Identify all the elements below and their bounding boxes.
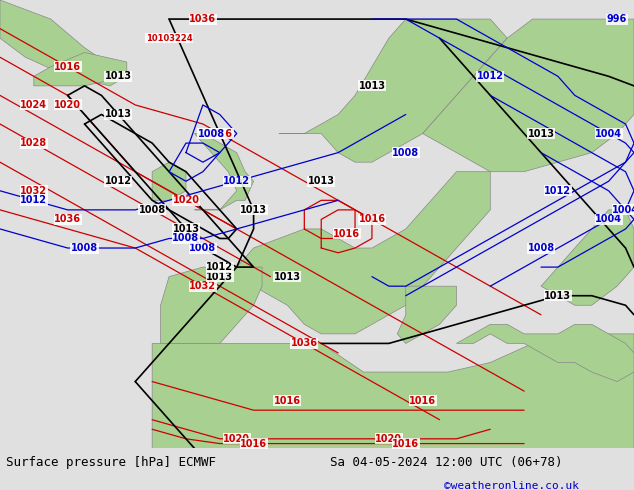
Text: 1004: 1004 bbox=[595, 215, 622, 224]
Text: 1016: 1016 bbox=[240, 439, 267, 448]
Text: 1004: 1004 bbox=[612, 205, 634, 215]
Text: 1016: 1016 bbox=[274, 395, 301, 406]
Text: Sa 04-05-2024 12:00 UTC (06+78): Sa 04-05-2024 12:00 UTC (06+78) bbox=[330, 456, 562, 469]
Text: 1008: 1008 bbox=[172, 233, 200, 244]
Text: 1013: 1013 bbox=[172, 224, 200, 234]
Text: 1016: 1016 bbox=[206, 128, 233, 139]
Text: 1012: 1012 bbox=[545, 186, 571, 196]
Polygon shape bbox=[152, 334, 634, 448]
Text: 1012: 1012 bbox=[105, 176, 132, 186]
Text: 996: 996 bbox=[607, 14, 627, 24]
Text: 1004: 1004 bbox=[595, 128, 622, 139]
Text: 1020: 1020 bbox=[223, 434, 250, 444]
Text: 1036: 1036 bbox=[190, 14, 216, 24]
Text: 1008: 1008 bbox=[527, 243, 555, 253]
Text: 1012: 1012 bbox=[20, 196, 48, 205]
Text: 1013: 1013 bbox=[240, 205, 267, 215]
Polygon shape bbox=[398, 286, 456, 343]
Text: 1036: 1036 bbox=[54, 215, 81, 224]
Polygon shape bbox=[160, 267, 262, 343]
Polygon shape bbox=[34, 52, 127, 86]
Text: 1020: 1020 bbox=[172, 196, 200, 205]
Text: 1013: 1013 bbox=[307, 176, 335, 186]
Text: Surface pressure [hPa] ECMWF: Surface pressure [hPa] ECMWF bbox=[6, 456, 216, 469]
Polygon shape bbox=[195, 172, 490, 334]
Text: 1024: 1024 bbox=[20, 100, 48, 110]
Text: 1013: 1013 bbox=[105, 72, 132, 81]
Polygon shape bbox=[423, 19, 634, 172]
Text: 1016: 1016 bbox=[409, 395, 436, 406]
Text: 1013: 1013 bbox=[206, 271, 233, 282]
Polygon shape bbox=[0, 0, 127, 86]
Text: 1012: 1012 bbox=[223, 176, 250, 186]
Polygon shape bbox=[152, 162, 186, 200]
Text: 1013: 1013 bbox=[545, 291, 571, 301]
Text: 1032: 1032 bbox=[190, 281, 216, 291]
Text: 1036: 1036 bbox=[291, 339, 318, 348]
Text: 1013: 1013 bbox=[527, 128, 555, 139]
Polygon shape bbox=[195, 134, 254, 210]
Text: 1008: 1008 bbox=[198, 128, 225, 139]
Text: 1016: 1016 bbox=[333, 229, 360, 239]
Text: 1028: 1028 bbox=[20, 138, 48, 148]
Polygon shape bbox=[456, 324, 634, 382]
Text: 1012: 1012 bbox=[206, 262, 233, 272]
Text: 1012: 1012 bbox=[477, 72, 504, 81]
Text: 1016: 1016 bbox=[358, 215, 385, 224]
Text: 1008: 1008 bbox=[392, 147, 419, 158]
Polygon shape bbox=[541, 210, 634, 305]
Text: 1016: 1016 bbox=[54, 62, 81, 72]
Text: 1008: 1008 bbox=[190, 243, 216, 253]
Text: 1013: 1013 bbox=[358, 81, 385, 91]
Text: 1020: 1020 bbox=[375, 434, 403, 444]
Text: 1020: 1020 bbox=[54, 100, 81, 110]
Text: 1032: 1032 bbox=[20, 186, 48, 196]
Text: 1016: 1016 bbox=[392, 439, 419, 448]
Text: 1013: 1013 bbox=[274, 271, 301, 282]
Text: 1013: 1013 bbox=[105, 109, 132, 120]
Text: ©weatheronline.co.uk: ©weatheronline.co.uk bbox=[444, 481, 579, 490]
Text: 10103224: 10103224 bbox=[146, 34, 192, 43]
Text: 1008: 1008 bbox=[139, 205, 165, 215]
Polygon shape bbox=[279, 19, 507, 162]
Text: 1008: 1008 bbox=[71, 243, 98, 253]
